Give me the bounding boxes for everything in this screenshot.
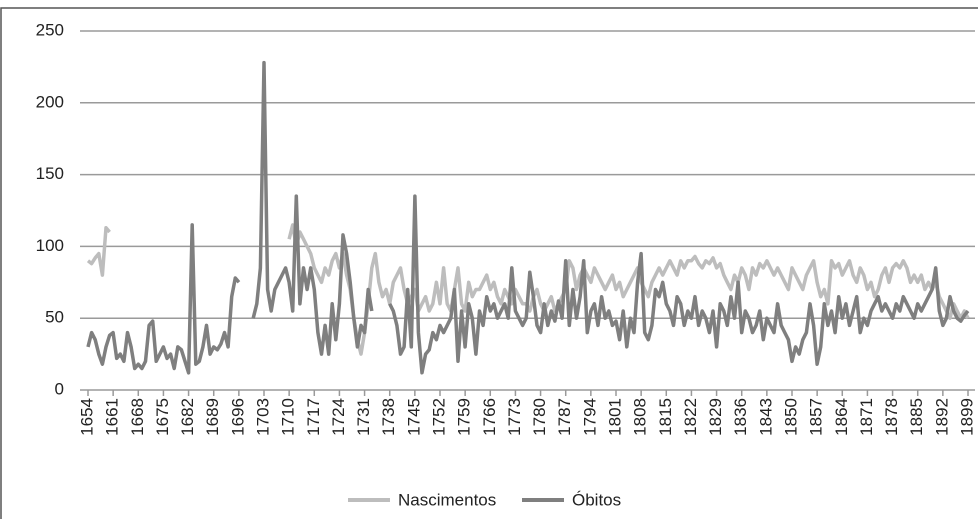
x-tick-label: 1815 <box>656 398 675 436</box>
y-tick-label: 0 <box>55 379 64 398</box>
x-tick-label: 1871 <box>857 398 876 436</box>
x-tick-label: 1654 <box>77 398 96 436</box>
series-line <box>86 223 970 356</box>
x-tick-label: 1892 <box>932 398 951 436</box>
x-tick-label: 1780 <box>530 398 549 436</box>
x-tick-label: 1717 <box>304 398 323 436</box>
x-tick-label: 1745 <box>404 398 423 436</box>
x-tick-label: 1850 <box>781 398 800 436</box>
x-tick-label: 1759 <box>455 398 474 436</box>
x-tick-label: 1787 <box>555 398 574 436</box>
y-tick-label: 250 <box>36 20 64 39</box>
x-tick-label: 1843 <box>756 398 775 436</box>
x-tick-label: 1724 <box>329 398 348 436</box>
y-tick-label: 50 <box>45 308 64 327</box>
x-tick-label: 1710 <box>279 398 298 436</box>
x-tick-label: 1857 <box>807 398 826 436</box>
x-tick-label: 1801 <box>605 398 624 436</box>
x-tick-label: 1899 <box>957 398 976 436</box>
y-tick-label: 150 <box>36 164 64 183</box>
legend-label: Nascimentos <box>398 490 496 509</box>
x-tick-label: 1668 <box>128 398 147 436</box>
x-tick-label: 1808 <box>631 398 650 436</box>
y-tick-label: 100 <box>36 236 64 255</box>
x-tick-label: 1794 <box>580 398 599 436</box>
x-tick-label: 1675 <box>153 398 172 436</box>
x-tick-label: 1878 <box>882 398 901 436</box>
x-tick-label: 1696 <box>228 398 247 436</box>
x-tick-label: 1738 <box>379 398 398 436</box>
y-tick-label: 200 <box>36 92 64 111</box>
x-tick-label: 1766 <box>480 398 499 436</box>
x-tick-label: 1773 <box>505 398 524 436</box>
x-tick-label: 1661 <box>103 398 122 436</box>
x-tick-label: 1731 <box>354 398 373 436</box>
x-tick-label: 1864 <box>832 398 851 436</box>
x-tick-label: 1822 <box>681 398 700 436</box>
x-tick-label: 1836 <box>731 398 750 436</box>
chart-frame <box>0 7 978 519</box>
series-line <box>86 60 970 375</box>
legend-label: Óbitos <box>572 490 621 509</box>
x-tick-label: 1752 <box>429 398 448 436</box>
x-tick-label: 1703 <box>253 398 272 436</box>
x-tick-label: 1689 <box>203 398 222 436</box>
x-tick-label: 1682 <box>178 398 197 436</box>
x-tick-label: 1829 <box>706 398 725 436</box>
x-tick-label: 1885 <box>907 398 926 436</box>
